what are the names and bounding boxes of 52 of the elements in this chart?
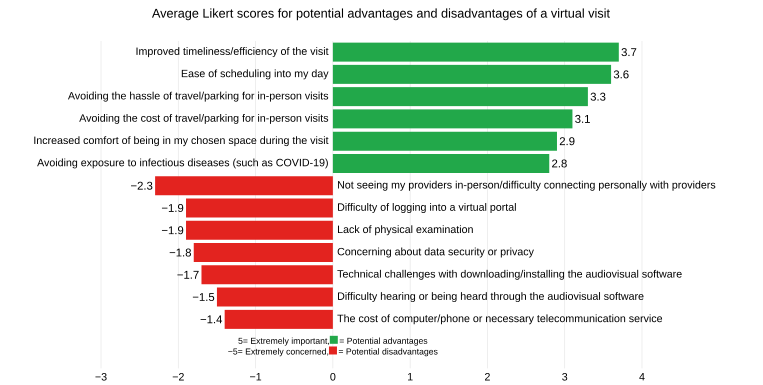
y-tick-label: Ease of scheduling into my day — [182, 69, 329, 80]
x-tick-label: 0 — [330, 373, 336, 381]
data-label: −1.9 — [162, 204, 184, 212]
y-tick-label: Improved timeliness/efficiency of the visit — [136, 47, 328, 58]
data-label: −2.3 — [131, 182, 152, 190]
x-tick-label: 4 — [639, 373, 645, 380]
y-tick-label: Avoiding exposure to infectious diseases (such as COVID-19) — [37, 158, 328, 168]
bar — [201, 265, 333, 284]
y-tick-label: Lack of physical examination — [338, 225, 473, 236]
data-label: −1.5 — [192, 293, 214, 302]
y-tick-label: Avoiding the cost of travel/parking for in-person visits — [79, 114, 328, 124]
data-label: −1.8 — [170, 248, 191, 257]
bar — [186, 198, 333, 218]
legend-label: = Potential disadvantages — [338, 348, 438, 356]
bar — [155, 176, 333, 196]
data-label: −1.9 — [162, 226, 184, 234]
bar — [194, 243, 333, 262]
x-tick-label: 2 — [485, 373, 490, 380]
chart-title: Average Likert scores for potential advantages and disadvantages of a virtual visit — [152, 8, 610, 20]
text: −5= Extremely concerned, — [228, 348, 328, 356]
data-label: 3.3 — [590, 92, 606, 101]
y-tick-label: Not seeing my providers in-person/difficulty connecting personally with providers — [338, 180, 716, 191]
x-tick-label: −3 — [95, 373, 107, 381]
x-tick-label: 1 — [408, 373, 413, 380]
bar — [332, 42, 619, 62]
bar — [216, 288, 333, 307]
y-tick-label: Difficulty hearing or being heard through the audiovisual software — [338, 292, 644, 302]
legend-label: = Potential advantages — [340, 338, 428, 346]
bar — [332, 154, 550, 173]
data-label: 3.7 — [622, 48, 636, 56]
x-tick-label: −2 — [172, 373, 184, 380]
data-label: −1.7 — [177, 270, 199, 279]
data-label: 3.6 — [614, 70, 629, 78]
bar — [332, 109, 572, 128]
y-tick-label: Difficulty of logging into a virtual portal — [338, 203, 516, 213]
data-label: 2.9 — [560, 137, 574, 146]
data-label: 2.8 — [552, 159, 567, 168]
bar — [186, 220, 333, 240]
data-label: −1.4 — [200, 315, 222, 324]
bar — [332, 132, 557, 151]
y-tick-label: Increased comfort of being in my chosen space during the visit — [34, 136, 328, 146]
x-tick-label: 3 — [562, 373, 568, 381]
y-tick-label: The cost of computer/phone or necessary telecommunication service — [337, 314, 662, 324]
text: 5= Extremely important, — [238, 338, 330, 346]
bar — [332, 87, 588, 106]
bar — [224, 310, 333, 329]
y-tick-label: Avoiding the hassle of travel/parking for in-person visits — [68, 92, 328, 102]
y-tick-label: Concerning about data security or privacy — [338, 248, 534, 258]
data-label: 3.1 — [575, 114, 590, 123]
bar — [332, 64, 612, 84]
y-tick-label: Technical challenges with downloading/installing the audiovisual software — [337, 270, 682, 280]
x-tick-label: −1 — [250, 373, 262, 380]
